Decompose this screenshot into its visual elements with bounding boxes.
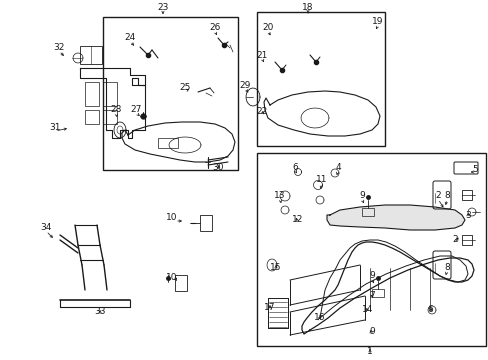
Text: 14: 14 (362, 306, 373, 315)
Text: 11: 11 (316, 175, 327, 184)
Bar (85, 82, 99, 106)
Bar (103, 82, 117, 106)
Text: 7: 7 (368, 291, 374, 300)
Text: 9: 9 (368, 328, 374, 337)
Text: 22: 22 (256, 108, 267, 117)
Text: 31: 31 (49, 123, 61, 132)
Text: 3: 3 (464, 211, 470, 220)
Bar (80, 46, 102, 64)
Text: 1: 1 (366, 347, 372, 356)
Text: 26: 26 (209, 23, 220, 32)
Text: 15: 15 (270, 262, 281, 271)
Bar (175, 275, 186, 291)
Bar (85, 110, 99, 124)
Text: 29: 29 (239, 81, 250, 90)
Text: 33: 33 (94, 307, 105, 316)
Text: 8: 8 (443, 264, 449, 273)
Text: 2: 2 (434, 192, 440, 201)
Text: 30: 30 (212, 163, 224, 172)
Bar (361, 208, 373, 216)
Bar (371, 289, 383, 297)
Text: 24: 24 (124, 33, 135, 42)
Text: 13: 13 (274, 192, 285, 201)
Text: 12: 12 (292, 216, 303, 225)
Bar (103, 17, 238, 170)
Text: 2: 2 (451, 235, 457, 244)
Text: 32: 32 (53, 44, 64, 53)
Text: 4: 4 (334, 163, 340, 172)
Text: 27: 27 (130, 105, 142, 114)
Text: 25: 25 (179, 84, 190, 93)
Text: 5: 5 (471, 165, 477, 174)
Text: 34: 34 (40, 224, 52, 233)
Bar (103, 110, 117, 124)
Text: 10: 10 (166, 274, 177, 283)
Text: 20: 20 (262, 23, 273, 32)
Bar (461, 235, 471, 245)
Text: 28: 28 (110, 105, 122, 114)
Bar (257, 153, 485, 346)
Text: 9: 9 (358, 192, 364, 201)
Bar (257, 12, 384, 146)
Text: 17: 17 (264, 303, 275, 312)
Polygon shape (326, 205, 464, 230)
Bar (158, 138, 178, 148)
Text: 8: 8 (443, 192, 449, 201)
Text: 9: 9 (368, 271, 374, 280)
Text: 18: 18 (302, 3, 313, 12)
Text: 16: 16 (314, 314, 325, 323)
Bar (461, 190, 471, 200)
Text: 10: 10 (166, 213, 177, 222)
Text: 6: 6 (291, 162, 297, 171)
Text: 6: 6 (426, 306, 432, 315)
Text: 19: 19 (371, 18, 383, 27)
Text: 23: 23 (157, 3, 168, 12)
Bar (200, 215, 212, 231)
Text: 21: 21 (256, 50, 267, 59)
